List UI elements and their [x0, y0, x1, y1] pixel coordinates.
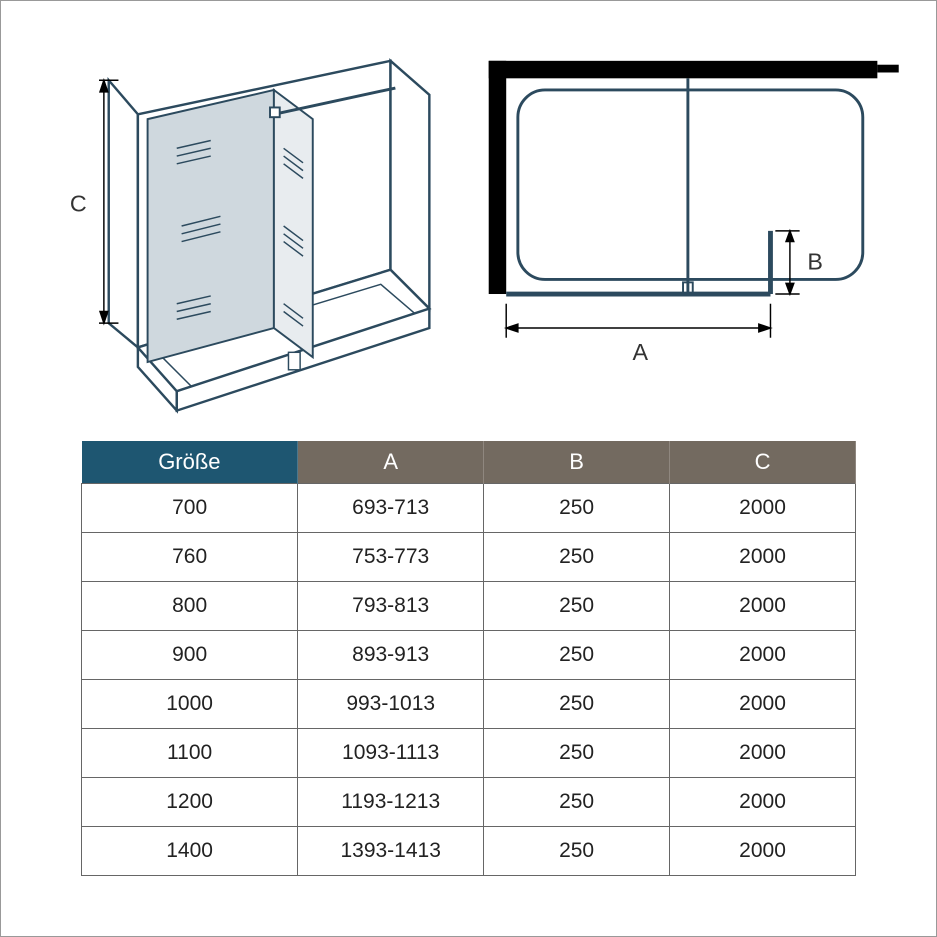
table-header-row: Größe A B C — [82, 441, 856, 484]
cell-c: 2000 — [670, 484, 856, 533]
cell-b: 250 — [484, 729, 670, 778]
diagram-topview: B A — [459, 21, 907, 431]
page-container: C — [0, 0, 937, 937]
cell-a: 693-713 — [298, 484, 484, 533]
dimension-table: Größe A B C 700693-7132502000760753-7732… — [81, 441, 856, 876]
dimension-table-wrap: Größe A B C 700693-7132502000760753-7732… — [1, 441, 936, 896]
cell-size: 800 — [82, 582, 298, 631]
cell-b: 250 — [484, 631, 670, 680]
cell-c: 2000 — [670, 631, 856, 680]
cell-size: 760 — [82, 533, 298, 582]
cell-size: 1100 — [82, 729, 298, 778]
cell-b: 250 — [484, 778, 670, 827]
table-body: 700693-7132502000760753-7732502000800793… — [82, 484, 856, 876]
cell-size: 900 — [82, 631, 298, 680]
cell-c: 2000 — [670, 729, 856, 778]
cell-c: 2000 — [670, 827, 856, 876]
table-row: 14001393-14132502000 — [82, 827, 856, 876]
cell-a: 753-773 — [298, 533, 484, 582]
table-row: 11001093-11132502000 — [82, 729, 856, 778]
header-a: A — [298, 441, 484, 484]
table-row: 800793-8132502000 — [82, 582, 856, 631]
cell-a: 793-813 — [298, 582, 484, 631]
label-c-iso: C — [70, 190, 87, 216]
diagram-area: C — [1, 1, 936, 441]
table-row: 760753-7732502000 — [82, 533, 856, 582]
cell-size: 1000 — [82, 680, 298, 729]
cell-a: 1393-1413 — [298, 827, 484, 876]
table-row: 1000993-10132502000 — [82, 680, 856, 729]
cell-size: 1400 — [82, 827, 298, 876]
table-row: 700693-7132502000 — [82, 484, 856, 533]
cell-a: 1093-1113 — [298, 729, 484, 778]
cell-b: 250 — [484, 484, 670, 533]
cell-a: 1193-1213 — [298, 778, 484, 827]
label-b-top: B — [807, 249, 823, 275]
cell-a: 893-913 — [298, 631, 484, 680]
header-size: Größe — [82, 441, 298, 484]
cell-size: 1200 — [82, 778, 298, 827]
cell-b: 250 — [484, 582, 670, 631]
cell-b: 250 — [484, 680, 670, 729]
diagram-isometric: C — [31, 21, 459, 431]
cell-c: 2000 — [670, 680, 856, 729]
table-row: 12001193-12132502000 — [82, 778, 856, 827]
table-row: 900893-9132502000 — [82, 631, 856, 680]
header-b: B — [484, 441, 670, 484]
cell-size: 700 — [82, 484, 298, 533]
cell-c: 2000 — [670, 582, 856, 631]
header-c: C — [670, 441, 856, 484]
cell-c: 2000 — [670, 533, 856, 582]
cell-b: 250 — [484, 533, 670, 582]
cell-c: 2000 — [670, 778, 856, 827]
cell-a: 993-1013 — [298, 680, 484, 729]
label-a-top: A — [632, 339, 648, 365]
cell-b: 250 — [484, 827, 670, 876]
